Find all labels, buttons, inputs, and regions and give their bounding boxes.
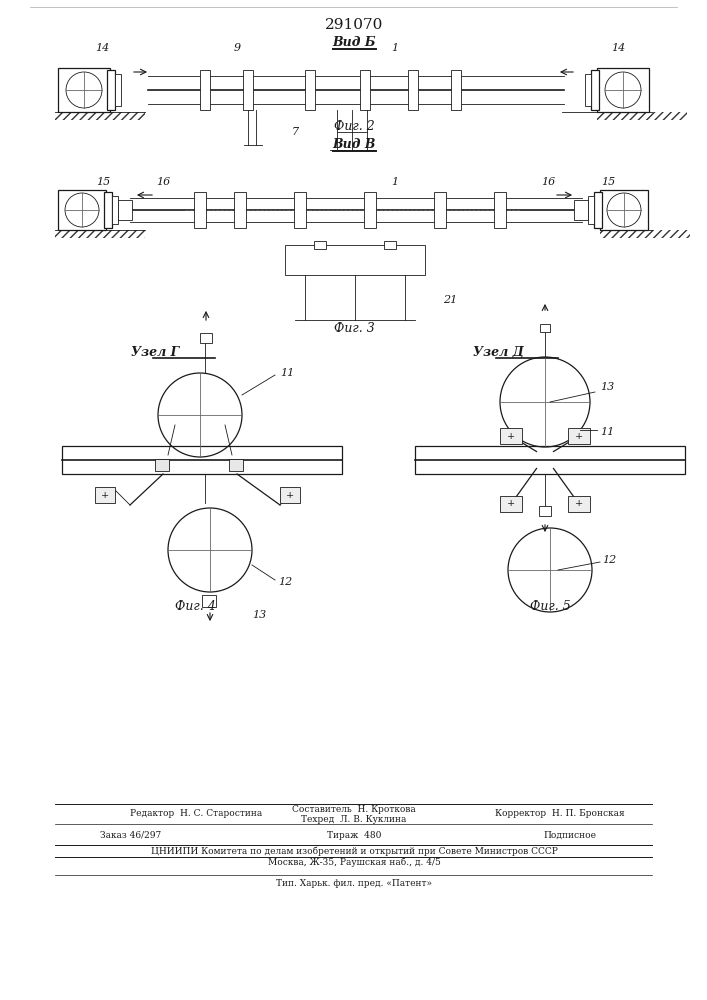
Text: +: + <box>507 499 515 508</box>
Text: 16: 16 <box>541 177 555 187</box>
Text: Фиг. 5: Фиг. 5 <box>530 600 571 613</box>
Bar <box>364 192 376 228</box>
Bar <box>294 192 306 228</box>
Bar <box>600 230 690 238</box>
Text: Фиг. 3: Фиг. 3 <box>334 322 375 334</box>
Text: Заказ 46/297: Заказ 46/297 <box>100 830 161 840</box>
Bar <box>118 200 132 220</box>
Text: Фиг. 4: Фиг. 4 <box>175 600 216 613</box>
Text: 9: 9 <box>233 43 240 53</box>
Bar <box>104 192 112 228</box>
Bar <box>305 70 315 110</box>
Bar <box>588 196 594 224</box>
Text: ЦНИИПИ Комитета по делам изобретений и открытий при Совете Министров СССР: ЦНИИПИ Комитета по делам изобретений и о… <box>151 846 557 856</box>
Bar <box>574 200 588 220</box>
Bar <box>194 192 206 228</box>
Text: Редактор  Н. С. Старостина: Редактор Н. С. Старостина <box>130 810 262 818</box>
Bar <box>95 487 115 503</box>
Bar <box>568 428 590 444</box>
Text: 21: 21 <box>443 295 457 305</box>
Bar <box>600 190 648 230</box>
Bar <box>112 196 118 224</box>
Bar <box>494 192 506 228</box>
Bar <box>285 245 425 275</box>
Text: 12: 12 <box>602 555 617 565</box>
Text: +: + <box>575 432 583 441</box>
Bar <box>58 190 106 230</box>
Text: 1: 1 <box>392 43 399 53</box>
Text: 7: 7 <box>291 127 298 137</box>
Text: 14: 14 <box>611 43 625 53</box>
Text: 13: 13 <box>600 382 614 392</box>
Bar <box>200 70 210 110</box>
Bar <box>597 68 649 112</box>
Text: Тираж  480: Тираж 480 <box>327 830 381 840</box>
Text: Подписное: Подписное <box>544 830 597 840</box>
Bar <box>500 496 522 512</box>
Text: 15: 15 <box>96 177 110 187</box>
Text: 14: 14 <box>95 43 109 53</box>
Bar <box>539 506 551 516</box>
Bar <box>314 241 326 249</box>
Bar <box>155 459 169 471</box>
Text: Фиг. 2: Фиг. 2 <box>334 120 375 133</box>
Text: +: + <box>575 499 583 508</box>
Text: Узел Г: Узел Г <box>131 346 179 359</box>
Bar <box>568 496 590 512</box>
Bar <box>384 241 396 249</box>
Text: Тип. Харьк. фил. пред. «Патент»: Тип. Харьк. фил. пред. «Патент» <box>276 879 432 888</box>
Text: Москва, Ж-35, Раушская наб., д. 4/5: Москва, Ж-35, Раушская наб., д. 4/5 <box>267 857 440 867</box>
Text: Техред  Л. В. Куклина: Техред Л. В. Куклина <box>301 814 407 824</box>
Bar <box>434 192 446 228</box>
Text: 15: 15 <box>601 177 615 187</box>
Text: 16: 16 <box>156 177 170 187</box>
Bar <box>408 70 418 110</box>
Text: Вид В: Вид В <box>332 138 375 151</box>
Text: 13: 13 <box>252 610 267 620</box>
Bar <box>451 70 461 110</box>
Text: Узел Д: Узел Д <box>472 346 523 359</box>
Bar <box>594 192 602 228</box>
Text: Составитель  Н. Кроткова: Составитель Н. Кроткова <box>292 806 416 814</box>
Bar <box>55 112 145 120</box>
Bar <box>234 192 246 228</box>
Text: +: + <box>101 490 109 499</box>
Text: 1: 1 <box>392 177 399 187</box>
Bar <box>500 428 522 444</box>
Text: 11: 11 <box>600 427 614 437</box>
Bar <box>360 70 370 110</box>
Bar <box>62 446 342 474</box>
Bar <box>597 112 687 120</box>
Bar <box>202 595 216 607</box>
Bar <box>591 70 599 110</box>
Bar <box>229 459 243 471</box>
Bar <box>280 487 300 503</box>
Text: Корректор  Н. П. Бронская: Корректор Н. П. Бронская <box>495 810 625 818</box>
Text: +: + <box>507 432 515 441</box>
Text: 11: 11 <box>280 368 294 378</box>
Bar <box>58 68 110 112</box>
Bar <box>540 324 550 332</box>
Bar <box>585 74 591 106</box>
Text: +: + <box>286 490 294 499</box>
Bar <box>243 70 253 110</box>
Text: 291070: 291070 <box>325 18 383 32</box>
Bar <box>415 446 685 474</box>
Bar <box>200 333 212 343</box>
Bar <box>55 230 145 238</box>
Text: 12: 12 <box>278 577 292 587</box>
Bar <box>115 74 121 106</box>
Text: Вид Б: Вид Б <box>332 36 375 49</box>
Bar <box>107 70 115 110</box>
